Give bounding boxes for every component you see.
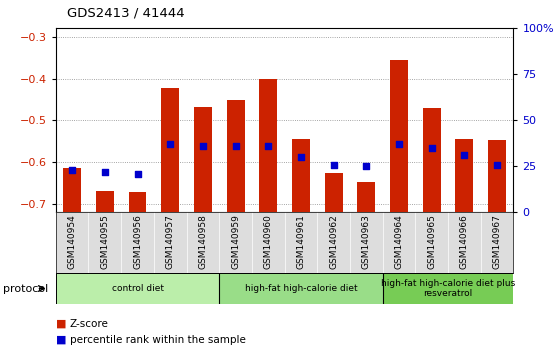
Text: GSM140958: GSM140958 bbox=[199, 214, 208, 269]
Point bbox=[460, 153, 469, 158]
Text: Z-score: Z-score bbox=[70, 319, 109, 329]
Text: high-fat high-calorie diet: high-fat high-calorie diet bbox=[244, 284, 357, 293]
Text: GSM140961: GSM140961 bbox=[296, 214, 305, 269]
Point bbox=[362, 164, 371, 169]
Text: GSM140963: GSM140963 bbox=[362, 214, 371, 269]
Text: GSM140959: GSM140959 bbox=[231, 214, 240, 269]
Bar bbox=[455, 139, 473, 212]
Point bbox=[296, 154, 305, 160]
Bar bbox=[96, 191, 114, 212]
Bar bbox=[259, 79, 277, 212]
Text: ■: ■ bbox=[56, 319, 66, 329]
Bar bbox=[128, 192, 147, 212]
Text: GSM140955: GSM140955 bbox=[100, 214, 109, 269]
Text: percentile rank within the sample: percentile rank within the sample bbox=[70, 335, 246, 345]
Point bbox=[166, 142, 175, 147]
Point bbox=[493, 162, 502, 167]
Point bbox=[199, 143, 208, 149]
Text: GSM140960: GSM140960 bbox=[264, 214, 273, 269]
Text: GSM140965: GSM140965 bbox=[427, 214, 436, 269]
Point bbox=[231, 143, 240, 149]
Text: GSM140962: GSM140962 bbox=[329, 214, 338, 269]
Bar bbox=[63, 169, 81, 212]
Text: GDS2413 / 41444: GDS2413 / 41444 bbox=[67, 6, 185, 19]
Point bbox=[100, 169, 109, 175]
Point bbox=[395, 142, 403, 147]
Bar bbox=[357, 182, 376, 212]
Bar bbox=[390, 60, 408, 212]
Point bbox=[264, 143, 273, 149]
Text: GSM140964: GSM140964 bbox=[395, 214, 403, 269]
Bar bbox=[488, 141, 506, 212]
FancyBboxPatch shape bbox=[56, 273, 219, 304]
FancyBboxPatch shape bbox=[383, 273, 513, 304]
Text: ■: ■ bbox=[56, 335, 66, 345]
Point bbox=[427, 145, 436, 151]
Text: control diet: control diet bbox=[112, 284, 163, 293]
Point bbox=[68, 167, 76, 173]
Bar bbox=[422, 108, 441, 212]
Bar bbox=[194, 107, 212, 212]
FancyBboxPatch shape bbox=[219, 273, 383, 304]
Text: high-fat high-calorie diet plus
resveratrol: high-fat high-calorie diet plus resverat… bbox=[381, 279, 515, 298]
Bar bbox=[161, 88, 179, 212]
Text: GSM140954: GSM140954 bbox=[68, 214, 76, 269]
Bar bbox=[292, 139, 310, 212]
Point bbox=[133, 171, 142, 177]
Text: GSM140956: GSM140956 bbox=[133, 214, 142, 269]
Bar bbox=[325, 173, 343, 212]
Text: protocol: protocol bbox=[3, 284, 48, 293]
Bar bbox=[227, 100, 244, 212]
Text: GSM140957: GSM140957 bbox=[166, 214, 175, 269]
Text: GSM140966: GSM140966 bbox=[460, 214, 469, 269]
Point bbox=[329, 162, 338, 167]
Text: GSM140967: GSM140967 bbox=[493, 214, 502, 269]
